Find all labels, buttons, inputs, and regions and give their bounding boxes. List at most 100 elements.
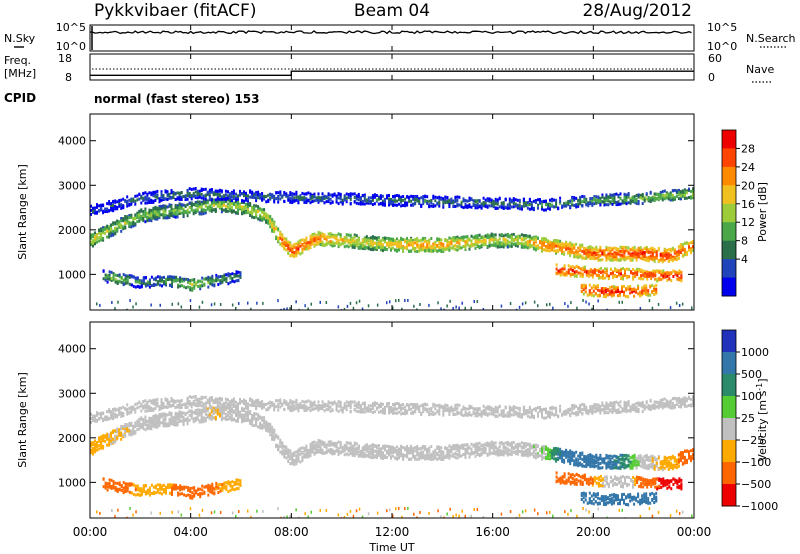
power-cell [126,274,129,278]
power-cell [301,251,304,255]
power-cell [126,308,128,310]
power-cell [667,256,670,259]
power-cell [665,191,668,195]
power-cell [98,236,101,240]
power-cell [587,269,590,273]
power-cell [482,243,485,247]
power-cell [671,198,674,202]
power-cell [331,193,334,197]
power-cell [355,242,358,246]
power-cell [351,236,354,240]
velocity-cell [148,426,151,430]
power-cell [615,255,618,259]
power-cell [178,212,181,215]
power-cell [161,278,163,282]
power-cell [470,306,472,310]
power-cell [579,244,582,248]
power-cell [653,192,656,196]
power-cell [543,243,545,247]
velocity-cell [200,408,203,412]
velocity-cell [150,416,153,420]
power-cell [450,246,453,250]
velocity-cell [102,446,105,450]
power-cell [118,275,121,279]
power-cell [678,272,681,275]
power-cell [648,274,651,278]
power-cell [627,295,630,299]
velocity-cell [92,443,94,447]
power-cell [386,247,388,251]
power-cell [371,243,374,247]
power-cell [528,207,531,211]
power-cell [180,211,183,215]
power-cell [599,258,602,262]
power-cell [210,198,213,202]
power-cell [593,202,596,206]
power-cell [502,206,505,210]
power-cell [508,204,511,208]
power-cell [116,226,119,230]
power-cell [514,202,517,206]
power-cell [267,217,270,221]
power-cell [176,215,179,219]
power-cell [239,193,241,197]
power-cell [484,239,487,243]
power-cell [534,239,537,242]
velocity-cell [178,411,181,415]
power-cell [402,238,405,241]
power-cell [464,235,467,239]
power-cell [534,244,537,248]
power-cell [629,285,632,288]
power-cell [167,277,169,281]
power-cell [449,299,451,303]
power-cell [555,267,558,271]
power-cell [545,203,547,207]
power-cell [279,193,282,197]
power-cell [142,217,145,220]
velocity-cell [182,420,185,424]
velocity-cell [138,418,141,422]
power-cell [357,242,360,246]
power-cell [160,204,163,208]
power-cell [633,195,636,199]
power-cell [198,205,201,209]
power-cell [613,287,615,291]
power-cell [641,248,644,252]
power-cell [450,199,453,203]
power-cell [598,293,601,297]
power-cell [599,249,602,253]
power-cell [271,193,274,197]
power-cell [180,198,183,201]
power-cell [478,245,481,249]
power-cell [228,201,231,205]
power-cell [672,269,675,273]
power-cell [204,187,207,191]
power-cell [666,278,669,282]
power-cell [337,305,340,309]
velocity-cell [118,433,121,437]
power-cell [587,248,590,252]
power-cell [98,231,101,235]
power-cell [655,250,658,254]
power-cell [599,271,602,274]
power-cell [323,201,326,205]
power-cell [649,257,652,261]
power-cell [192,187,195,191]
power-cell [287,198,290,202]
power-cell [333,236,336,240]
power-cell [102,238,105,242]
power-cell [117,300,119,304]
power-cell [154,217,157,221]
power-cell [156,208,159,212]
power-cell [607,274,610,278]
power-cell [555,200,558,204]
power-cell [355,234,358,238]
power-cell [347,238,350,242]
power-cell [112,272,115,276]
velocity-cell [178,417,181,421]
power-cell [518,204,521,208]
power-cell [605,248,608,252]
power-cell [637,292,640,296]
power-cell [375,236,378,240]
power-cell [162,214,165,217]
